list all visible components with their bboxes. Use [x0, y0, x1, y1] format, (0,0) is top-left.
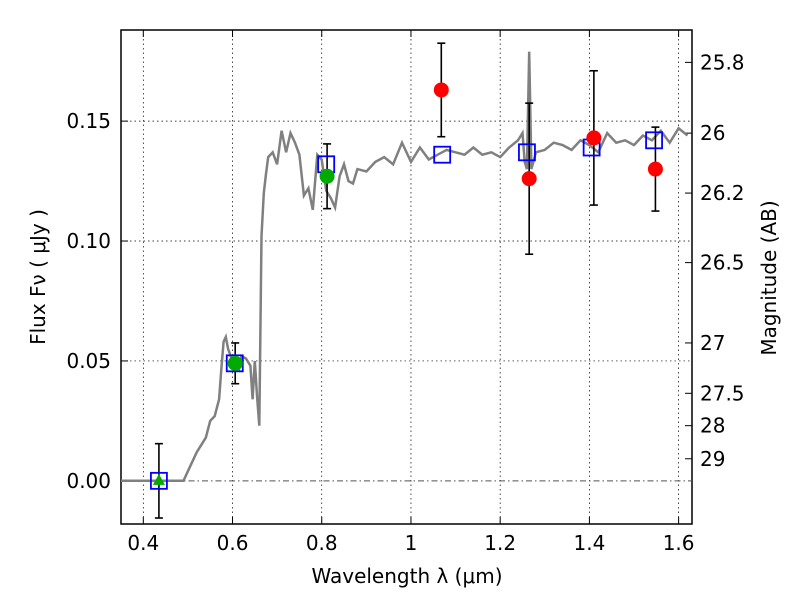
model-photometry-square	[150, 471, 168, 490]
right-tick-label: 25.8	[700, 50, 745, 74]
model-photometry-square	[518, 143, 536, 162]
y-tick-label: 0.15	[66, 109, 111, 133]
tick-marks	[121, 30, 692, 524]
observed-green-point	[227, 355, 243, 371]
grid	[121, 30, 692, 524]
model-spectrum-line	[121, 51, 689, 483]
right-tick-label: 26.2	[700, 181, 745, 205]
observed-green-point	[319, 168, 335, 184]
model-photometry-square	[433, 145, 452, 164]
right-tick-label: 29	[700, 447, 725, 471]
x-tick-label: 1.4	[573, 531, 605, 555]
x-tick-label: 0.6	[217, 531, 249, 555]
right-axis-label: Magnitude (AB)	[757, 200, 781, 355]
y-tick-labels: 0.00 0.05 0.10 0.15	[66, 109, 111, 493]
right-tick-label: 27	[700, 331, 725, 355]
observed-green	[152, 168, 335, 485]
x-tick-label: 1.2	[484, 531, 516, 555]
right-tick-label: 27.5	[700, 381, 745, 405]
plot-frame	[120, 29, 693, 525]
x-tick-label: 1	[405, 531, 418, 555]
right-tick-label: 28	[700, 414, 725, 438]
observed-red-point	[586, 130, 602, 146]
observed-green-triangle	[152, 473, 165, 485]
right-tick-label: 26.5	[700, 251, 745, 275]
model-photometry	[150, 131, 663, 490]
right-tick-label: 26	[700, 121, 725, 145]
y-tick-label: 0.05	[66, 349, 111, 373]
y-axis-label: Flux Fν ( μJy )	[26, 209, 50, 345]
x-tick-label: 0.4	[127, 531, 159, 555]
x-axis-label: Wavelength λ (μm)	[311, 564, 502, 588]
observed-red-point	[647, 161, 663, 177]
y-tick-label: 0.00	[66, 469, 111, 493]
x-tick-label: 0.8	[306, 531, 338, 555]
observed-red-point	[521, 171, 537, 187]
right-tick-labels: 25.8 26 26.2 26.5 27 27.5 28 29	[700, 50, 745, 470]
observed-red	[433, 82, 663, 187]
model-photometry-square	[225, 354, 244, 373]
y-tick-label: 0.10	[66, 229, 111, 253]
error-bars	[154, 42, 660, 519]
observed-red-point	[433, 82, 449, 98]
model-photometry-square	[645, 131, 663, 150]
x-tick-labels: 0.4 0.6 0.8 1 1.2 1.4 1.6	[127, 531, 694, 555]
x-tick-label: 1.6	[663, 531, 695, 555]
